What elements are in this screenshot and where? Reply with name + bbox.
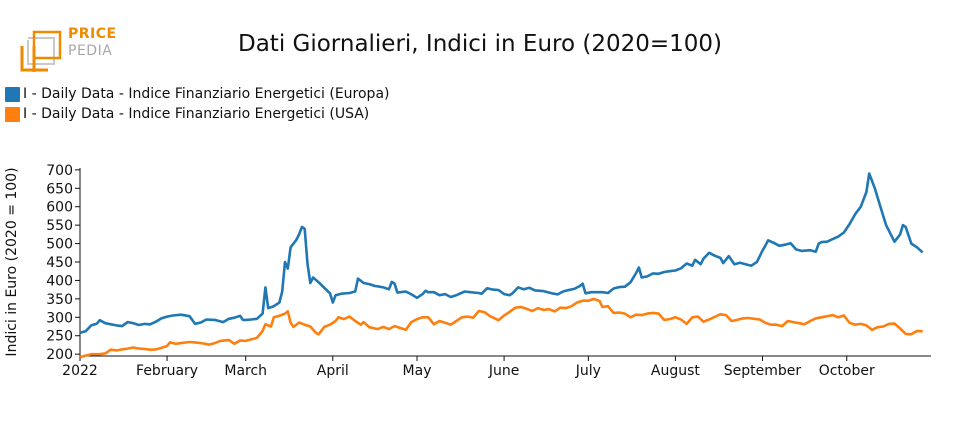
- x-tick-label: March: [224, 363, 267, 379]
- y-tick-label: 400: [46, 273, 73, 289]
- legend-item-usa[interactable]: I - Daily Data - Indice Finanziario Ener…: [5, 104, 389, 124]
- legend-swatch-usa: [5, 106, 20, 122]
- legend-swatch-europa: [5, 86, 20, 102]
- legend: I - Daily Data - Indice Finanziario Ener…: [5, 84, 389, 124]
- y-tick-label: 650: [46, 181, 73, 197]
- chart-title: Dati Giornalieri, Indici in Euro (2020=1…: [238, 31, 722, 57]
- y-tick-label: 500: [46, 237, 73, 253]
- y-tick-label: 350: [46, 292, 73, 308]
- y-tick-label: 600: [46, 200, 73, 216]
- x-tick-label: April: [317, 363, 349, 379]
- x-tick-label: May: [403, 363, 432, 379]
- y-tick-label: 250: [46, 329, 73, 345]
- logo-mark-icon: [20, 30, 62, 72]
- x-tick-label: February: [136, 363, 198, 379]
- y-axis: 200 250 300 350 400 450 500 550 600 650 700: [46, 163, 81, 363]
- y-tick-label: 700: [46, 163, 73, 179]
- x-tick-label: June: [488, 363, 520, 379]
- series-layer: [79, 172, 924, 359]
- x-tick-label: October: [819, 363, 875, 379]
- y-tick-label: 200: [46, 347, 73, 363]
- y-tick-label: 450: [46, 255, 73, 271]
- logo-word-pedia: PEDIA: [68, 43, 113, 59]
- y-axis-label: Indici in Euro (2020 = 100): [4, 167, 20, 356]
- legend-label-usa: I - Daily Data - Indice Finanziario Ener…: [23, 106, 370, 122]
- y-tick-label: 300: [46, 310, 73, 326]
- series-line-usa: [79, 297, 923, 359]
- x-tick-label: September: [724, 363, 802, 379]
- legend-label-europa: I - Daily Data - Indice Finanziario Ener…: [23, 86, 390, 102]
- x-tick-label: 2022: [62, 363, 98, 379]
- x-tick-label: July: [575, 363, 601, 379]
- series-line-europa: [79, 172, 924, 335]
- pricepedia-logo: PRICE PEDIA: [20, 24, 130, 74]
- y-tick-label: 550: [46, 218, 73, 234]
- x-tick-label: August: [651, 363, 701, 379]
- x-axis: 2022 February March April May June July August S…: [62, 355, 931, 379]
- logo-word-price: PRICE: [68, 26, 117, 42]
- legend-item-europa[interactable]: I - Daily Data - Indice Finanziario Ener…: [5, 84, 389, 104]
